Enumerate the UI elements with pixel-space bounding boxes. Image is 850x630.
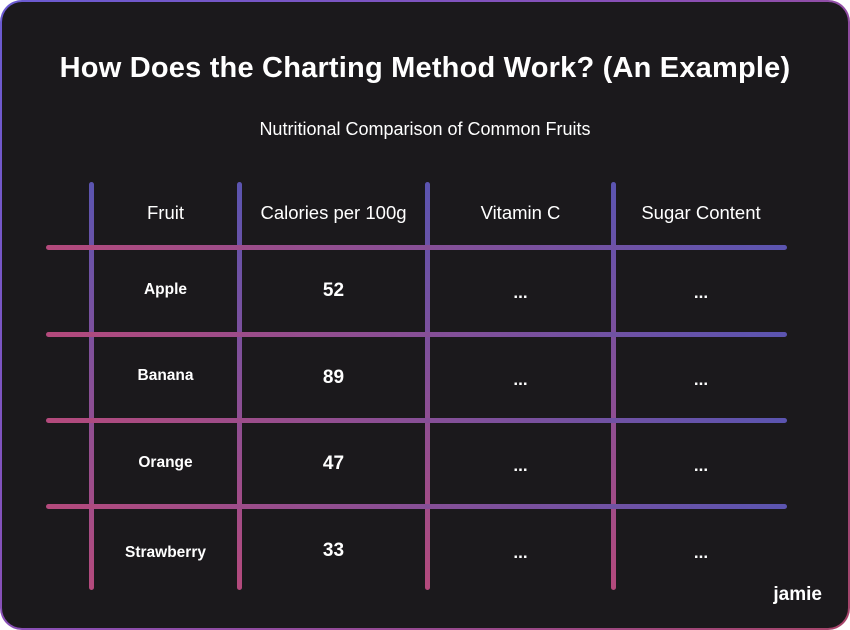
row-orange-vitamin-c: ... <box>513 456 528 475</box>
row-orange-calories: 47 <box>322 453 345 474</box>
grid-vline-1 <box>89 182 94 590</box>
row-banana-sugar: ... <box>693 370 709 389</box>
page-title: How Does the Charting Method Work? (An E… <box>59 52 791 84</box>
row-banana-vitamin-c: ... <box>513 370 528 389</box>
row-strawberry-calories: 33 <box>322 540 345 561</box>
row-apple-vitamin-c: ... <box>513 283 528 302</box>
row-apple-fruit: Apple <box>143 281 188 298</box>
grid-vline-4 <box>611 182 616 590</box>
row-strawberry-sugar: ... <box>693 543 709 562</box>
row-orange-sugar: ... <box>693 456 709 475</box>
row-banana-calories: 89 <box>322 367 345 388</box>
grid-hline-4 <box>46 504 787 509</box>
header-sugar: Sugar Content <box>641 202 761 223</box>
row-strawberry-vitamin-c: ... <box>513 543 528 562</box>
brand-logo: jamie <box>773 584 822 605</box>
grid-hline-1 <box>46 245 787 250</box>
row-strawberry-fruit: Strawberry <box>125 544 206 561</box>
grid-vline-3 <box>425 182 430 590</box>
grid-hline-2 <box>46 332 787 337</box>
header-calories: Calories per 100g <box>260 202 407 223</box>
row-orange-fruit: Orange <box>138 454 193 471</box>
grid-hline-3 <box>46 418 787 423</box>
row-apple-sugar: ... <box>693 283 709 302</box>
row-apple-calories: 52 <box>322 280 345 301</box>
header-fruit: Fruit <box>147 202 184 223</box>
header-vitamin-c: Vitamin C <box>480 202 561 223</box>
grid-vline-2 <box>237 182 242 590</box>
row-banana-fruit: Banana <box>137 367 194 384</box>
table-caption: Nutritional Comparison of Common Fruits <box>259 119 591 139</box>
